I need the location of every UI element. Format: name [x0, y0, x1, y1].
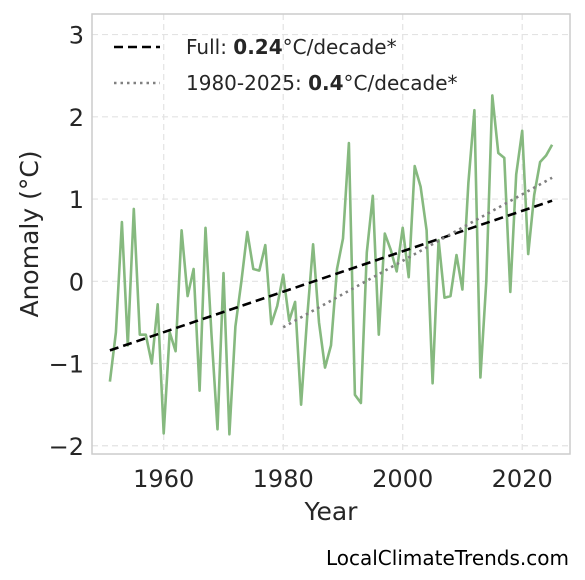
- plot-frame: [91, 13, 571, 455]
- y-tick-label: 2: [69, 104, 84, 132]
- x-axis: 1960 1980 2000 2020: [133, 465, 553, 493]
- series-anomaly-line: [108, 94, 554, 436]
- legend: Full: 0.24°C/decade* 1980-2025: 0.4°C/de…: [114, 35, 458, 95]
- y-tick-label: −1: [49, 351, 84, 379]
- y-tick-label: 1: [69, 186, 84, 214]
- y-tick-label: 3: [69, 22, 84, 50]
- x-axis-title: Year: [304, 497, 359, 526]
- x-tick-label: 2000: [372, 465, 433, 493]
- trend-line-full: [109, 199, 553, 352]
- x-tick-label: 1960: [133, 465, 194, 493]
- y-axis-title: Anomaly (°C): [15, 150, 44, 317]
- x-tick-label: 1980: [253, 465, 314, 493]
- y-axis: −2 −1 0 1 2 3: [49, 22, 84, 461]
- legend-label-recent-trend: 1980-2025: 0.4°C/decade*: [186, 71, 458, 95]
- watermark-text: LocalClimateTrends.com: [325, 546, 569, 570]
- series-layer: [108, 94, 554, 436]
- x-tick-label: 2020: [492, 465, 553, 493]
- legend-label-full-trend: Full: 0.24°C/decade*: [186, 35, 397, 59]
- y-tick-label: −2: [49, 433, 84, 461]
- y-tick-label: 0: [69, 268, 84, 296]
